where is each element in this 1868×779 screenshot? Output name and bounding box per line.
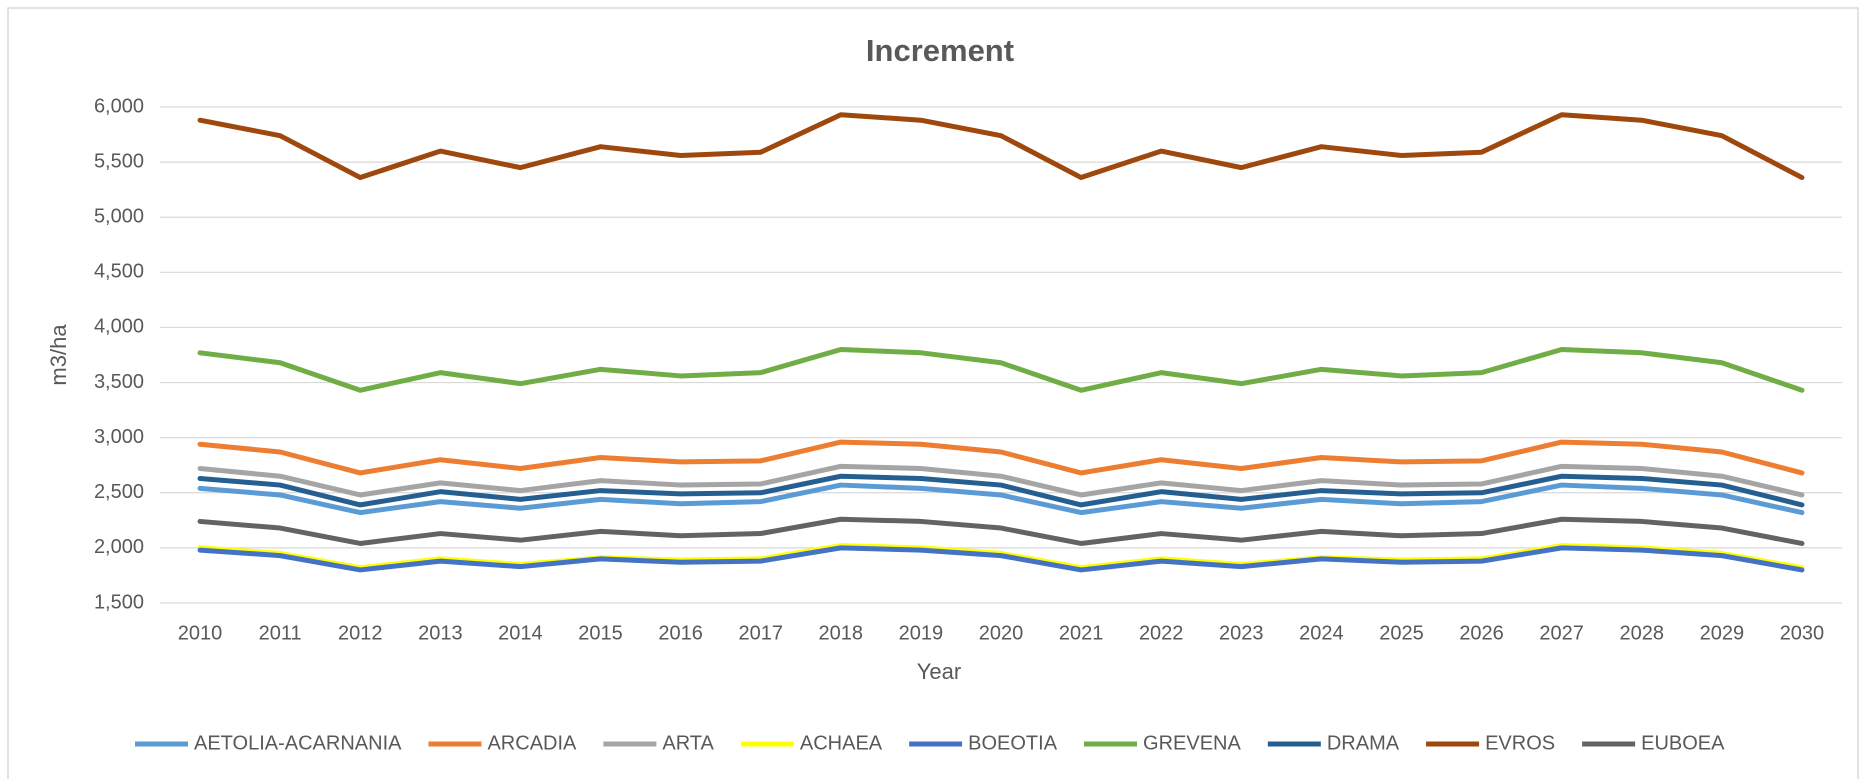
chart-title: Increment — [866, 33, 1014, 68]
legend-label: EUBOEA — [1641, 732, 1725, 754]
series-line — [197, 473, 1805, 508]
legend-label: ARTA — [662, 732, 714, 754]
y-tick-label: 4,000 — [94, 316, 144, 338]
x-tick-label: 2025 — [1379, 622, 1424, 644]
y-tick-label: 3,500 — [94, 371, 144, 393]
x-tick-label: 2019 — [899, 622, 944, 644]
x-tick-label: 2022 — [1139, 622, 1184, 644]
x-tick-label: 2020 — [979, 622, 1024, 644]
y-tick-label: 2,500 — [94, 481, 144, 503]
x-tick-label: 2013 — [418, 622, 463, 644]
legend-label: DRAMA — [1327, 732, 1400, 754]
legend-label: BOEOTIA — [968, 732, 1058, 754]
series-line — [197, 516, 1805, 546]
x-tick-label: 2028 — [1620, 622, 1665, 644]
series-line — [197, 482, 1805, 516]
series-line — [197, 545, 1805, 573]
x-tick-label: 2016 — [658, 622, 703, 644]
x-tick-label: 2029 — [1700, 622, 1745, 644]
series-line — [197, 112, 1805, 181]
x-tick-label: 2012 — [338, 622, 383, 644]
x-tick-label: 2011 — [259, 622, 302, 644]
legend-label: AETOLIA-ACARNANIA — [194, 732, 402, 754]
chart-frame — [7, 7, 1859, 779]
x-tick-label: 2010 — [178, 622, 223, 644]
legend-label: GREVENA — [1143, 732, 1241, 754]
y-tick-label: 5,500 — [94, 150, 144, 172]
x-tick-label: 2015 — [578, 622, 623, 644]
x-tick-label: 2030 — [1780, 622, 1825, 644]
y-tick-label: 5,000 — [94, 206, 144, 228]
series-line — [197, 439, 1805, 476]
series-line — [197, 463, 1805, 498]
y-tick-label: 4,500 — [94, 261, 144, 283]
y-tick-label: 6,000 — [94, 95, 144, 117]
y-tick-label: 2,000 — [94, 536, 144, 558]
x-tick-label: 2017 — [738, 622, 783, 644]
x-tick-label: 2021 — [1059, 622, 1104, 644]
series-line — [197, 346, 1805, 393]
x-tick-label: 2024 — [1299, 622, 1344, 644]
x-tick-label: 2026 — [1459, 622, 1504, 644]
y-tick-label: 3,000 — [94, 426, 144, 448]
legend-label: EVROS — [1485, 732, 1555, 754]
legend-label: ARCADIA — [487, 732, 577, 754]
x-tick-label: 2023 — [1219, 622, 1264, 644]
x-tick-label: 2027 — [1539, 622, 1584, 644]
legend-label: ACHAEA — [800, 732, 883, 754]
x-tick-label: 2014 — [498, 622, 543, 644]
x-axis-label: Year — [917, 659, 961, 684]
x-tick-label: 2018 — [819, 622, 864, 644]
y-tick-label: 1,500 — [94, 591, 144, 613]
y-axis-label: m3/ha — [46, 324, 71, 386]
